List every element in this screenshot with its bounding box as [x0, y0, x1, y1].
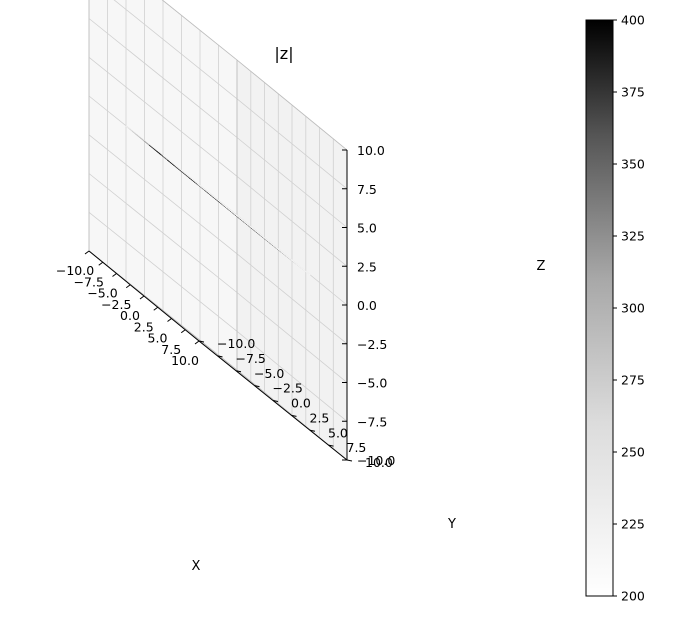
- y-tick-label: 5.0: [328, 425, 348, 440]
- y-tick-label: −5.0: [254, 366, 284, 381]
- surface-patch: [162, 155, 176, 166]
- y-tick: [235, 370, 242, 373]
- z-tick-label: −10.0: [357, 453, 395, 468]
- colorbar-tick-label: 400: [621, 13, 645, 28]
- y-tick: [346, 459, 353, 462]
- y-tick: [328, 444, 334, 447]
- x-tick-label: 2.5: [134, 319, 154, 334]
- x-tick-label: 5.0: [148, 331, 168, 346]
- z-tick-label: 7.5: [357, 182, 377, 197]
- x-axis-label: X: [192, 559, 201, 574]
- z-tick-label: −2.5: [357, 337, 387, 352]
- y-axis-label: Y: [447, 517, 456, 532]
- x-tick-label: −2.5: [101, 297, 131, 312]
- y-tick: [272, 400, 279, 402]
- pane-edge: [161, 0, 238, 61]
- z-tick-label: 0.0: [357, 298, 377, 313]
- z-tick-label: 5.0: [357, 221, 377, 236]
- x-tick-label: 0.0: [120, 308, 140, 323]
- y-tick-label: −10.0: [217, 336, 255, 351]
- colorbar-tick-label: 250: [621, 445, 645, 460]
- x-tick: [139, 295, 145, 300]
- x-tick-label: 7.5: [161, 342, 181, 357]
- x-tick-label: −7.5: [74, 274, 104, 289]
- y-tick: [309, 429, 316, 432]
- colorbar-tick-label: 375: [621, 85, 645, 100]
- x-tick: [84, 250, 90, 255]
- z-tick-label: 2.5: [357, 259, 377, 274]
- x-tick-label: −5.0: [87, 286, 117, 301]
- axis-panes: [89, 0, 347, 460]
- y-tick-label: 10.0: [365, 455, 393, 470]
- colorbar-ticks: 200 225 250 275 300 325 350 375 400: [613, 13, 645, 604]
- x-tick-label: 10.0: [171, 353, 199, 368]
- y-tick-label: 0.0: [291, 396, 311, 411]
- colorbar-tick-label: 200: [621, 589, 645, 604]
- y-tick-labels: −10.0−7.5−5.0−2.50.02.55.07.510.0: [217, 336, 393, 470]
- chart-title: |z|: [274, 44, 293, 63]
- colorbar-tick-label: 350: [621, 157, 645, 172]
- y-tick-label: 7.5: [347, 440, 367, 455]
- x-tick: [153, 306, 159, 311]
- annulus-surface: [125, 125, 311, 276]
- z-tick-label: −5.0: [357, 376, 387, 391]
- z-tick-labels: −10.0 −7.5 −5.0 −2.5 0.0 2.5 5.0 7.5 10.0: [357, 143, 395, 468]
- pane-edge: [236, 59, 348, 151]
- x-tick: [167, 318, 172, 322]
- x-tick: [180, 329, 186, 334]
- z-axis-label: Z: [537, 259, 546, 274]
- colorbar-tick-label: 325: [621, 229, 645, 244]
- x-tick: [98, 261, 104, 266]
- y-tick-label: −2.5: [273, 381, 303, 396]
- y-tick: [217, 355, 223, 358]
- x-tick-label: −10.0: [56, 263, 94, 278]
- z-tick-label: −7.5: [357, 414, 387, 429]
- colorbar-tick-label: 300: [621, 301, 645, 316]
- y-tick-label: 2.5: [310, 410, 330, 425]
- axis-lines: [84, 149, 353, 462]
- y-tick: [198, 340, 205, 343]
- x-tick: [112, 273, 117, 277]
- y-tick: [254, 385, 260, 388]
- y-tick: [291, 414, 297, 417]
- colorbar-tick-label: 225: [621, 517, 645, 532]
- colorbar: [585, 19, 614, 597]
- colorbar-tick-label: 275: [621, 373, 645, 388]
- z-tick-label: 10.0: [357, 143, 385, 158]
- x-tick: [125, 284, 131, 289]
- x-tick-labels: −10.0−7.5−5.0−2.50.02.55.07.510.0: [56, 263, 199, 368]
- x-tick: [194, 340, 200, 345]
- y-tick-label: −7.5: [236, 351, 266, 366]
